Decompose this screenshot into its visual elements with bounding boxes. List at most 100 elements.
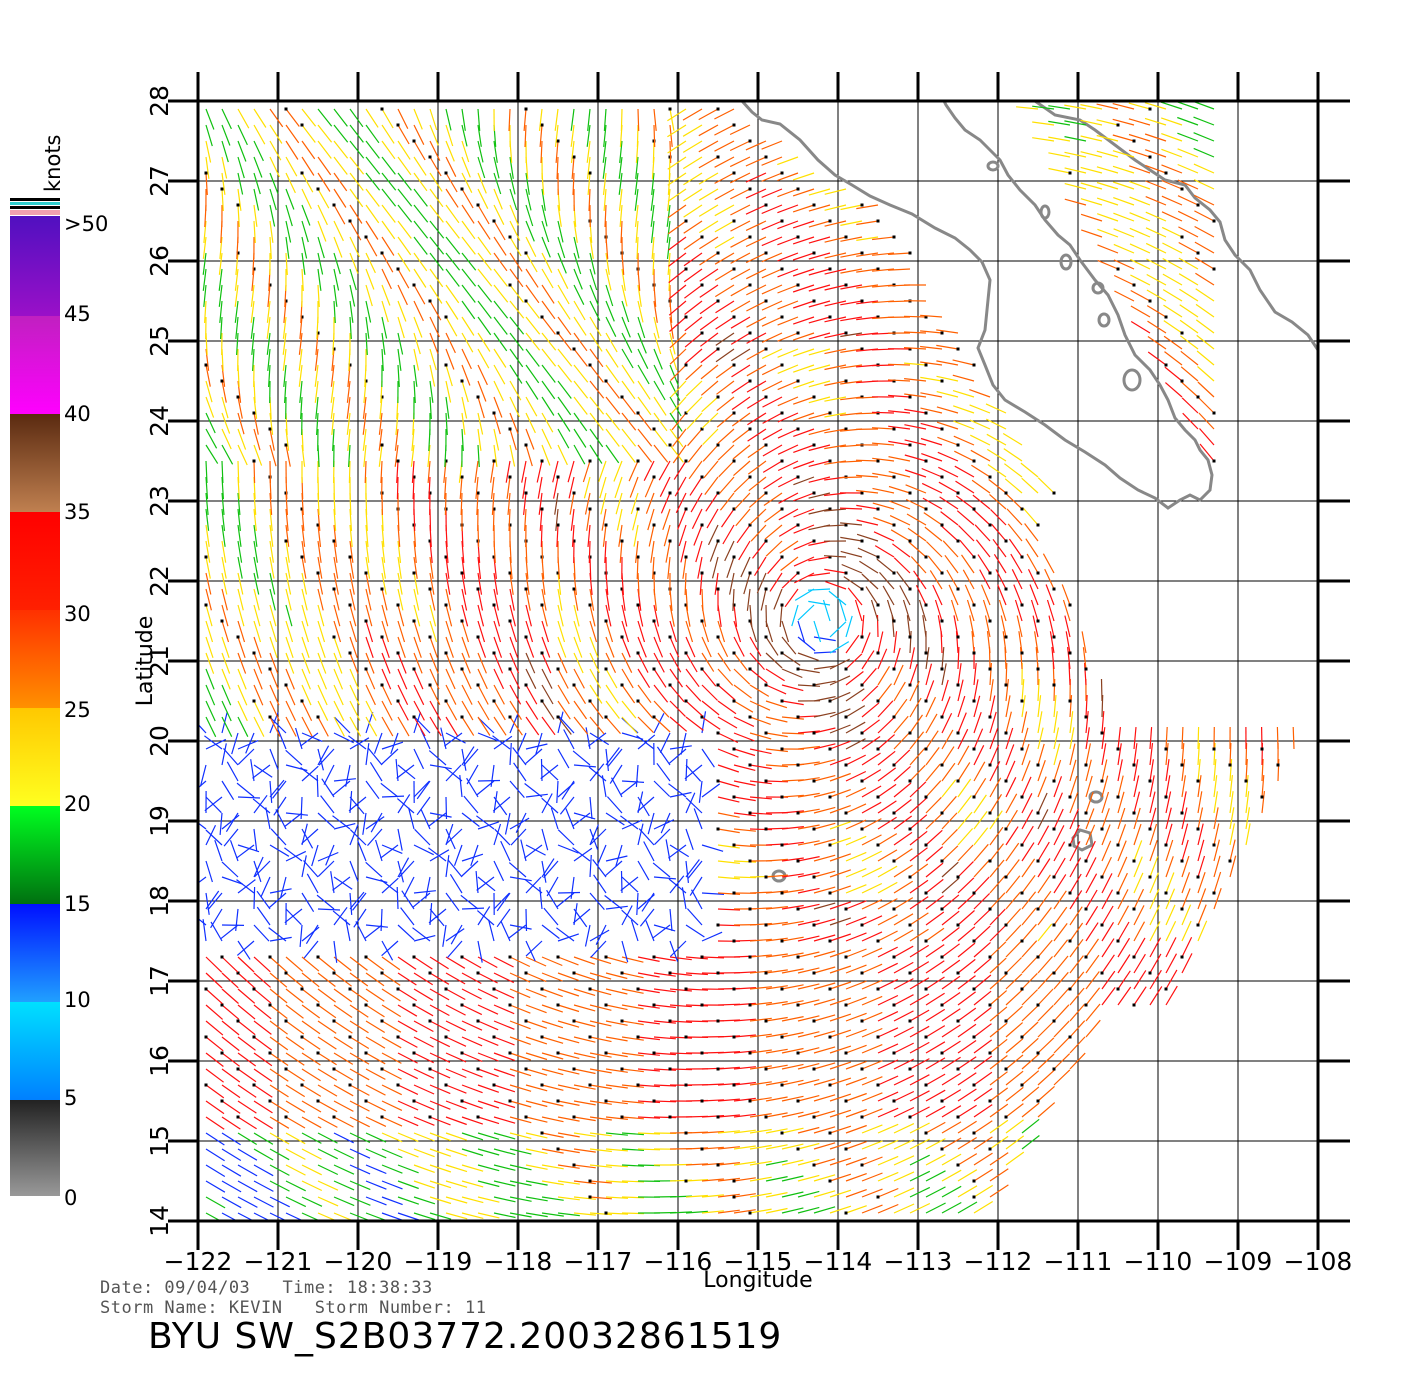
- lat-tick-label: 14: [145, 1205, 174, 1237]
- wind-vector: [605, 1212, 629, 1215]
- wind-vector: [1037, 890, 1052, 910]
- wind-vector: [541, 348, 557, 367]
- rain-flag-marker: [780, 1131, 784, 1135]
- wind-vector: [445, 268, 460, 287]
- wind-vector: [824, 204, 847, 211]
- wind-vector: [284, 908, 303, 924]
- wind-vector: [1005, 908, 1022, 926]
- rain-flag-marker: [748, 859, 752, 863]
- wind-vector: [477, 220, 491, 240]
- wind-vector: [477, 732, 499, 742]
- wind-vector: [714, 124, 735, 136]
- wind-vector: [618, 524, 623, 547]
- lon-tick-label: −121: [244, 1247, 313, 1276]
- wind-vector: [333, 204, 346, 225]
- legend-title: knots: [41, 135, 65, 193]
- wind-vector: [925, 813, 943, 830]
- wind-vector: [381, 124, 395, 144]
- wind-vector: [1069, 1020, 1086, 1038]
- wind-vector: [813, 886, 836, 894]
- wind-vector: [893, 1106, 915, 1118]
- wind-vector: [761, 156, 783, 166]
- wind-vector: [669, 844, 690, 858]
- rain-flag-marker: [860, 299, 864, 303]
- rain-flag-marker: [508, 427, 512, 431]
- wind-vector: [1117, 727, 1121, 750]
- wind-vector: [381, 795, 405, 798]
- rain-flag-marker: [620, 587, 624, 591]
- wind-vector: [733, 716, 755, 727]
- rain-flag-marker: [780, 363, 784, 367]
- rain-flag-marker: [796, 907, 800, 911]
- wind-vector: [621, 988, 644, 994]
- wind-vector: [277, 728, 287, 750]
- wind-vector: [969, 404, 991, 414]
- rain-flag-marker: [732, 1179, 736, 1183]
- rain-flag-marker: [956, 731, 960, 735]
- wind-vector: [204, 796, 223, 812]
- wind-vector: [269, 1196, 290, 1208]
- wind-vector: [349, 1084, 370, 1096]
- rain-flag-marker: [780, 795, 784, 799]
- wind-vector: [871, 411, 895, 414]
- wind-vector: [1245, 791, 1250, 814]
- wind-vector: [656, 746, 671, 766]
- wind-vector: [557, 1196, 580, 1201]
- wind-vector: [429, 1212, 452, 1220]
- wind-vector: [396, 886, 399, 910]
- wind-vector: [925, 1186, 946, 1198]
- rain-flag-marker: [908, 779, 912, 783]
- wind-vector: [1053, 1069, 1071, 1086]
- wind-vector: [1037, 1021, 1055, 1038]
- rain-flag-marker: [924, 1131, 928, 1135]
- rain-flag-marker: [764, 779, 768, 783]
- rain-flag-marker: [1004, 539, 1008, 543]
- wind-vector: [659, 476, 671, 497]
- rain-flag-marker: [508, 1003, 512, 1007]
- wind-vector: [792, 204, 815, 213]
- wind-vector: [1069, 906, 1083, 926]
- rain-flag-marker: [956, 1019, 960, 1023]
- wind-vector: [317, 1100, 338, 1113]
- wind-vector: [1182, 412, 1199, 430]
- wind-vector: [717, 1066, 740, 1070]
- wind-vector: [861, 1092, 883, 1102]
- wind-vector: [397, 236, 412, 256]
- rain-flag-marker: [1228, 859, 1232, 863]
- wind-vector: [365, 684, 376, 706]
- wind-vector: [986, 631, 991, 654]
- wind-vector: [557, 700, 571, 720]
- rain-flag-marker: [892, 811, 896, 815]
- wind-vector: [223, 748, 239, 766]
- wind-vector: [1181, 953, 1193, 974]
- rain-flag-marker: [892, 475, 896, 479]
- wind-vector: [490, 476, 495, 499]
- wind-vector: [349, 284, 356, 307]
- wind-vector: [765, 843, 789, 846]
- wind-vector: [920, 330, 943, 334]
- wind-vector: [925, 829, 943, 846]
- wind-vector: [237, 1020, 256, 1036]
- wind-vector: [1229, 775, 1233, 798]
- wind-vector: [733, 748, 756, 757]
- wind-vector: [1021, 1086, 1040, 1102]
- rain-flag-marker: [460, 1003, 464, 1007]
- rain-flag-marker: [828, 1131, 832, 1135]
- wind-vector: [202, 252, 207, 275]
- wind-vector: [1005, 1135, 1025, 1150]
- wind-vector: [872, 442, 895, 446]
- wind-vector: [700, 332, 719, 347]
- wind-vector: [1129, 212, 1151, 222]
- wind-vector: [237, 1004, 256, 1020]
- wind-vector: [1030, 599, 1039, 622]
- wind-vector: [445, 652, 455, 674]
- rain-flag-marker: [796, 667, 800, 671]
- wind-vector: [587, 524, 591, 547]
- wind-vector: [525, 316, 541, 335]
- wind-vector: [777, 172, 799, 182]
- wind-vector: [890, 529, 911, 542]
- wind-vector: [925, 1170, 946, 1182]
- wind-vector: [1021, 972, 1038, 990]
- wind-vector: [845, 721, 866, 734]
- rain-flag-marker: [668, 443, 672, 447]
